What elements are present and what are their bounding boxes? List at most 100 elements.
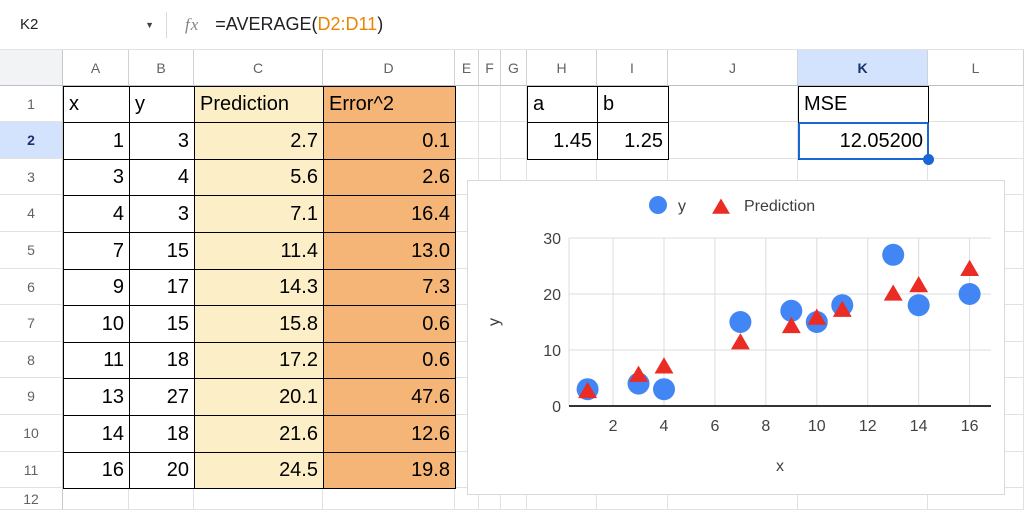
cell-C6[interactable]: 14.3 (194, 269, 324, 306)
cell-B7[interactable]: 15 (129, 305, 195, 343)
cell-C3[interactable]: 5.6 (194, 159, 324, 196)
cell-J1[interactable] (668, 86, 798, 122)
cell-G2[interactable] (501, 122, 527, 159)
chart-point-y (907, 294, 930, 317)
column-header-B[interactable]: B (129, 50, 194, 86)
cell-A4[interactable]: 4 (63, 195, 130, 233)
cell-A1[interactable]: x (63, 86, 130, 123)
column-header-G[interactable]: G (501, 50, 527, 86)
row-header-7[interactable]: 7 (0, 305, 63, 342)
column-header-K[interactable]: K (798, 50, 928, 86)
row-header-4[interactable]: 4 (0, 195, 63, 232)
cell-B6[interactable]: 17 (129, 269, 195, 306)
cell-A8[interactable]: 11 (63, 342, 130, 379)
cell-B11[interactable]: 20 (129, 452, 195, 489)
column-header-H[interactable]: H (527, 50, 597, 86)
row-header-2[interactable]: 2 (0, 122, 63, 159)
cell-D7[interactable]: 0.6 (323, 305, 456, 343)
cell-D9[interactable]: 47.6 (323, 378, 456, 416)
cell-A5[interactable]: 7 (63, 232, 130, 270)
cell-F1[interactable] (479, 86, 501, 122)
legend-label-y[interactable]: y (678, 198, 686, 215)
cell-B1[interactable]: y (129, 86, 195, 123)
column-header-F[interactable]: F (479, 50, 501, 86)
row-header-9[interactable]: 9 (0, 378, 63, 415)
cell-B5[interactable]: 15 (129, 232, 195, 270)
cell-C12[interactable] (194, 488, 323, 510)
cell-L2[interactable] (928, 122, 1024, 159)
chevron-down-icon[interactable]: ▼ (145, 19, 154, 30)
cell-C9[interactable]: 20.1 (194, 378, 324, 416)
cell-D6[interactable]: 7.3 (323, 269, 456, 306)
chart-point-prediction (730, 333, 750, 350)
cell-F2[interactable] (479, 122, 501, 159)
column-header-L[interactable]: L (928, 50, 1024, 86)
legend-label-prediction[interactable]: Prediction (744, 198, 815, 215)
row-header-11[interactable]: 11 (0, 452, 63, 488)
cell-C5[interactable]: 11.4 (194, 232, 324, 270)
cell-name-box[interactable]: K2 ▼ (0, 16, 160, 33)
cell-L1[interactable] (928, 86, 1024, 122)
cell-D10[interactable]: 12.6 (323, 415, 456, 453)
cell-B12[interactable] (129, 488, 194, 510)
row-header-1[interactable]: 1 (0, 86, 63, 122)
cell-A2[interactable]: 1 (63, 122, 130, 160)
cell-J2[interactable] (668, 122, 798, 159)
column-header-A[interactable]: A (63, 50, 129, 86)
formula-text-close: ) (377, 14, 384, 34)
row-header-3[interactable]: 3 (0, 159, 63, 195)
cell-D3[interactable]: 2.6 (323, 159, 456, 196)
cell-E2[interactable] (455, 122, 479, 159)
cell-B2[interactable]: 3 (129, 122, 195, 160)
cell-B9[interactable]: 27 (129, 378, 195, 416)
column-header-E[interactable]: E (455, 50, 479, 86)
fill-handle[interactable] (923, 154, 934, 165)
cell-A11[interactable]: 16 (63, 452, 130, 489)
row-header-12[interactable]: 12 (0, 488, 63, 510)
cell-H1[interactable]: a (527, 86, 598, 123)
cell-A3[interactable]: 3 (63, 159, 130, 196)
cell-C8[interactable]: 17.2 (194, 342, 324, 379)
cell-I1[interactable]: b (597, 86, 669, 123)
cell-A6[interactable]: 9 (63, 269, 130, 306)
cell-D12[interactable] (323, 488, 455, 510)
cell-D8[interactable]: 0.6 (323, 342, 456, 379)
embedded-chart[interactable]: 0 10 20 30 2 4 6 8 10 12 14 16 x y y Prediction (467, 180, 1005, 495)
cell-B3[interactable]: 4 (129, 159, 195, 196)
cell-K1[interactable]: MSE (798, 86, 929, 123)
select-all-corner[interactable] (0, 50, 63, 86)
column-header-I[interactable]: I (597, 50, 668, 86)
row-header-6[interactable]: 6 (0, 269, 63, 305)
cell-D4[interactable]: 16.4 (323, 195, 456, 233)
cell-I2[interactable]: 1.25 (597, 122, 669, 160)
cell-D1[interactable]: Error^2 (323, 86, 456, 123)
cell-K2[interactable]: 12.05200 (798, 122, 929, 160)
column-header-D[interactable]: D (323, 50, 455, 86)
chart-point-y (882, 243, 905, 266)
cell-A12[interactable] (63, 488, 129, 510)
column-header-J[interactable]: J (668, 50, 798, 86)
row-header-8[interactable]: 8 (0, 342, 63, 378)
cell-D2[interactable]: 0.1 (323, 122, 456, 160)
cell-E1[interactable] (455, 86, 479, 122)
cell-A10[interactable]: 14 (63, 415, 130, 453)
cell-C4[interactable]: 7.1 (194, 195, 324, 233)
cell-D11[interactable]: 19.8 (323, 452, 456, 489)
column-header-C[interactable]: C (194, 50, 323, 86)
cell-B10[interactable]: 18 (129, 415, 195, 453)
row-header-10[interactable]: 10 (0, 415, 63, 452)
cell-C10[interactable]: 21.6 (194, 415, 324, 453)
cell-H2[interactable]: 1.45 (527, 122, 598, 160)
cell-B8[interactable]: 18 (129, 342, 195, 379)
row-header-5[interactable]: 5 (0, 232, 63, 269)
cell-C11[interactable]: 24.5 (194, 452, 324, 489)
cell-G1[interactable] (501, 86, 527, 122)
cell-A7[interactable]: 10 (63, 305, 130, 343)
cell-C7[interactable]: 15.8 (194, 305, 324, 343)
cell-D5[interactable]: 13.0 (323, 232, 456, 270)
cell-B4[interactable]: 3 (129, 195, 195, 233)
cell-A9[interactable]: 13 (63, 378, 130, 416)
cell-C1[interactable]: Prediction (194, 86, 324, 123)
formula-input[interactable]: =AVERAGE(D2:D11) (215, 14, 383, 35)
cell-C2[interactable]: 2.7 (194, 122, 324, 160)
